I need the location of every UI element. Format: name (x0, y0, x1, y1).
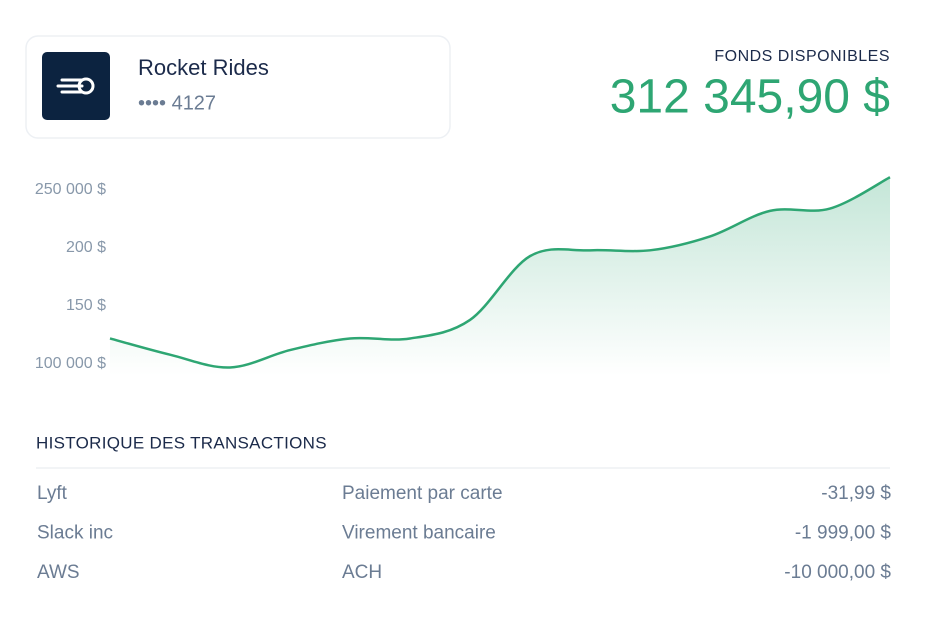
transaction-list: Lyft Paiement par carte -31,99 $ Slack inc V… (37, 483, 891, 583)
account-number: •••• 4127 (138, 92, 216, 114)
y-tick-label: 150 $ (66, 297, 106, 314)
merchant: Lyft (37, 483, 68, 504)
area (110, 177, 890, 376)
merchant: Slack inc (37, 523, 113, 544)
account-card[interactable] (25, 35, 451, 139)
account-name: Rocket Rides (138, 55, 269, 80)
y-tick-label: 200 $ (66, 239, 106, 256)
method: Paiement par carte (342, 483, 503, 504)
transactions-title: HISTORIQUE DES TRANSACTIONS (36, 433, 327, 452)
rocket-icon (56, 77, 95, 95)
amount: -10 000,00 $ (784, 562, 891, 583)
balance-amount: 312 345,90 $ (610, 71, 890, 124)
amount: -31,99 $ (821, 483, 891, 504)
y-tick-label: 100 000 $ (35, 355, 106, 372)
merchant: AWS (37, 562, 80, 583)
line (109, 176, 891, 369)
y-tick-label: 250 000 $ (35, 181, 106, 198)
method: Virement bancaire (342, 523, 496, 544)
amount: -1 999,00 $ (795, 523, 892, 544)
method: ACH (342, 562, 382, 583)
chart: 100 000 $ 150 $ 200 $ 250 000 $ (35, 176, 891, 376)
balance-label: FONDS DISPONIBLES (714, 48, 890, 65)
